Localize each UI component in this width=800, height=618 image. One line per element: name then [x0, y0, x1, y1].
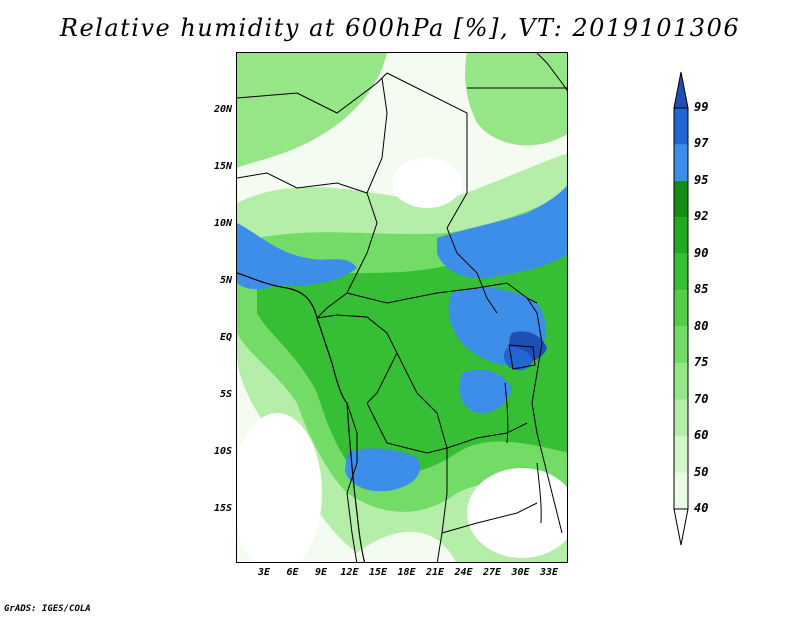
colorbar-segment [674, 290, 688, 327]
colorbar-outline [673, 107, 689, 510]
saturation-core-lake [503, 347, 533, 371]
colorbar-level-label: 92 [694, 209, 709, 224]
lat-label: 20N [213, 104, 232, 115]
lake-tanganyika [504, 382, 509, 444]
colorbar-level-label: 97 [694, 136, 709, 151]
colorbar-high-triangle [673, 71, 689, 109]
red-sea-coast [536, 53, 567, 92]
saturation-patch-north-east [437, 185, 567, 279]
lat-label: 10N [213, 218, 232, 229]
wet-core-shade [257, 223, 567, 477]
lat-label: 10S [213, 446, 232, 457]
colorbar-segment [674, 326, 688, 364]
colorbar-segment [674, 180, 688, 218]
colorbar-level-label: 95 [694, 172, 709, 187]
colorbar-level-label: 99 [694, 100, 709, 114]
humidity-field [237, 53, 567, 562]
colorbar-level-label: 90 [694, 245, 709, 260]
lon-label: 18E [397, 567, 416, 578]
colorbar-segment [674, 108, 688, 145]
grads-credit: GrADS: IGES/COLA [4, 604, 91, 614]
lon-label: 12E [340, 567, 359, 578]
saturation-patch-south [345, 448, 421, 492]
colorbar-level-label: 60 [694, 428, 709, 443]
colorbar-segment [674, 363, 688, 400]
lat-label: 5N [219, 275, 232, 286]
dry-area-north [392, 158, 462, 208]
colorbar-segment [674, 399, 688, 437]
northeast-patch-shade [465, 53, 567, 146]
lon-label: 30E [511, 567, 530, 578]
coastline [237, 272, 366, 562]
colorbar-segment [674, 144, 688, 181]
lake-malawi [536, 462, 542, 524]
lon-label: 9E [314, 567, 328, 578]
colorbar-level-label: 80 [694, 318, 709, 333]
colorbar-segment [674, 253, 688, 291]
saturation-patch-south-east [459, 369, 512, 414]
lon-label: 3E [257, 567, 271, 578]
map-plot-area [236, 52, 568, 563]
lon-label: 15E [368, 567, 388, 578]
lat-label: EQ [219, 332, 232, 343]
colorbar-level-label: 50 [694, 464, 709, 479]
colorbar-segment [674, 436, 688, 473]
lon-label: 27E [482, 567, 502, 578]
country-borders [237, 72, 567, 562]
colorbar-level-label: 75 [694, 355, 709, 370]
lat-label: 5S [219, 389, 232, 400]
lat-label: 15S [213, 503, 232, 514]
lake-victoria [508, 344, 536, 370]
colorbar-level-label: 70 [694, 391, 709, 406]
colorbar-segment [674, 472, 688, 509]
lon-label: 6E [286, 567, 299, 578]
colorbar-level-label: 85 [694, 282, 709, 297]
dry-area-south-west [237, 413, 322, 562]
colorbar-segment [674, 217, 688, 254]
colorbar-level-label: 40 [694, 501, 709, 515]
lon-label: 21E [425, 567, 445, 578]
saturation-patch-west [237, 223, 357, 290]
map-title: Relative humidity at 600hPa [%], VT: 201… [59, 14, 741, 42]
colorbar-low-triangle [673, 508, 689, 546]
north-patch-shade [237, 53, 387, 168]
lon-label: 33E [539, 567, 559, 578]
lat-label: 15N [213, 161, 232, 172]
lon-label: 24E [454, 567, 473, 578]
